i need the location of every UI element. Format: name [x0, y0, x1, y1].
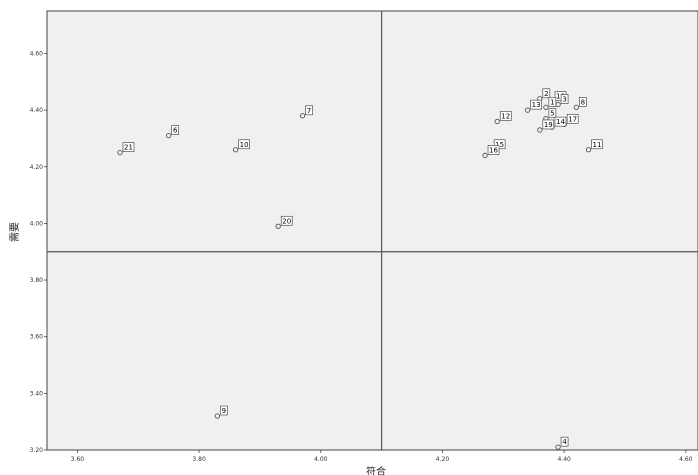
point-label: 5: [550, 110, 554, 118]
point-label: 4: [562, 438, 567, 446]
point-label-box: [220, 405, 228, 416]
y-tick-label: 3.20: [30, 447, 44, 454]
point-label: 9: [222, 407, 226, 415]
point-label: 20: [282, 217, 291, 225]
data-point: [232, 147, 239, 153]
point-label: 13: [532, 101, 541, 109]
point-label: 7: [307, 107, 311, 115]
point-label: 15: [495, 141, 504, 149]
point-label: 10: [240, 141, 249, 149]
point-label: 14: [556, 118, 565, 126]
x-axis: 3.60 3.80 4.00 4.20 4.40 4.60: [71, 450, 693, 463]
data-point: [573, 104, 579, 110]
data-point: [537, 127, 543, 133]
data-point: [299, 113, 306, 119]
point-label-box: [493, 139, 506, 150]
point-label-box: [122, 142, 135, 152]
x-axis-title: 符合: [366, 465, 386, 475]
data-point: [524, 107, 531, 113]
point-label-box: [171, 125, 179, 135]
y-tick-label: 4.40: [30, 107, 44, 114]
point-label: 16: [489, 146, 498, 154]
point-label-box: [487, 145, 500, 155]
plot-area: [46, 10, 698, 451]
point-label-box: [280, 215, 293, 226]
y-axis-title: 需要: [9, 222, 21, 242]
y-axis: 3.20 3.40 3.60 3.80 4.00 4.20 4.40 4.60: [30, 50, 47, 454]
x-tick-label: 4.00: [314, 456, 328, 463]
data-point: [543, 104, 549, 110]
point-label: 8: [581, 98, 585, 106]
data-point: [275, 223, 281, 229]
data-point: [166, 132, 172, 139]
point-label-box: [530, 99, 542, 110]
data-point: [494, 118, 500, 125]
point-label: 18: [556, 93, 565, 101]
data-point: [555, 444, 561, 450]
point-label-box: [548, 108, 557, 118]
point-label: 11: [593, 141, 602, 149]
point-label: 12: [501, 112, 510, 120]
point-label-box: [542, 119, 555, 130]
data-point: [214, 413, 221, 419]
point-label-box: [560, 94, 569, 104]
point-label-box: [305, 105, 313, 116]
point-label: 2: [544, 90, 548, 98]
point-label: 19: [544, 121, 553, 129]
x-tick-label: 4.20: [436, 456, 450, 463]
data-point: [117, 149, 123, 156]
data-point: [482, 152, 488, 159]
point-label-box: [566, 113, 579, 124]
x-tick-label: 3.60: [71, 456, 85, 463]
point-label-box: [554, 116, 567, 127]
point-label-box: [499, 111, 512, 121]
point-label-box: [548, 96, 557, 107]
x-tick-label: 3.80: [192, 456, 206, 463]
point-label-box: [560, 436, 569, 447]
point-label-box: [579, 96, 587, 107]
point-label: 3: [562, 95, 566, 103]
point-label-box: [238, 139, 250, 150]
point-label: 21: [124, 144, 133, 152]
point-label: 1: [550, 98, 554, 106]
point-label-box: [591, 139, 603, 150]
y-tick-label: 4.00: [30, 220, 44, 227]
point-label: 6: [173, 127, 178, 135]
data-point: [585, 147, 592, 153]
x-tick-label: 4.60: [679, 456, 693, 463]
reference-lines: [47, 11, 698, 450]
y-tick-label: 4.20: [30, 164, 44, 171]
point-label: 17: [568, 115, 577, 123]
point-label-box: [542, 88, 551, 99]
x-tick-label: 4.40: [557, 456, 571, 463]
y-tick-label: 3.40: [30, 390, 44, 397]
y-tick-label: 3.80: [30, 277, 44, 284]
y-tick-label: 3.60: [30, 334, 44, 341]
y-tick-label: 4.60: [30, 50, 44, 57]
